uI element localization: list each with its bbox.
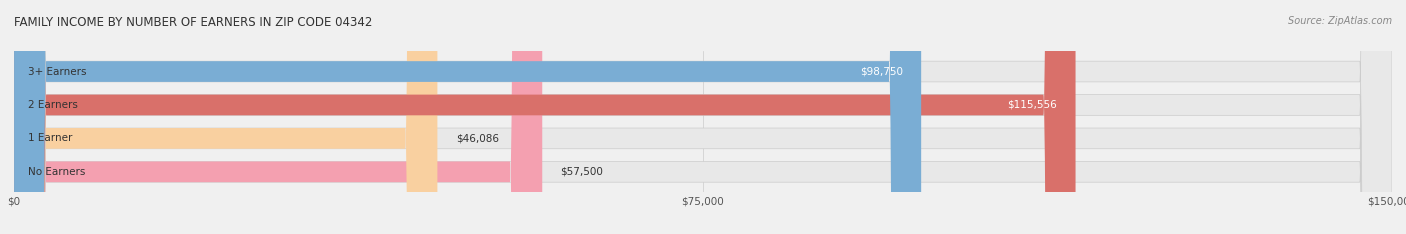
- Text: 2 Earners: 2 Earners: [28, 100, 77, 110]
- Text: 3+ Earners: 3+ Earners: [28, 66, 86, 77]
- FancyBboxPatch shape: [14, 0, 921, 234]
- Text: 1 Earner: 1 Earner: [28, 133, 72, 143]
- FancyBboxPatch shape: [14, 0, 543, 234]
- FancyBboxPatch shape: [14, 0, 437, 234]
- FancyBboxPatch shape: [14, 0, 1392, 234]
- Text: $115,556: $115,556: [1008, 100, 1057, 110]
- Text: $98,750: $98,750: [860, 66, 903, 77]
- Text: No Earners: No Earners: [28, 167, 86, 177]
- FancyBboxPatch shape: [14, 0, 1392, 234]
- Text: $57,500: $57,500: [561, 167, 603, 177]
- FancyBboxPatch shape: [14, 0, 1392, 234]
- FancyBboxPatch shape: [14, 0, 1392, 234]
- Text: $46,086: $46,086: [456, 133, 499, 143]
- Text: FAMILY INCOME BY NUMBER OF EARNERS IN ZIP CODE 04342: FAMILY INCOME BY NUMBER OF EARNERS IN ZI…: [14, 16, 373, 29]
- FancyBboxPatch shape: [14, 0, 1076, 234]
- Text: Source: ZipAtlas.com: Source: ZipAtlas.com: [1288, 16, 1392, 26]
